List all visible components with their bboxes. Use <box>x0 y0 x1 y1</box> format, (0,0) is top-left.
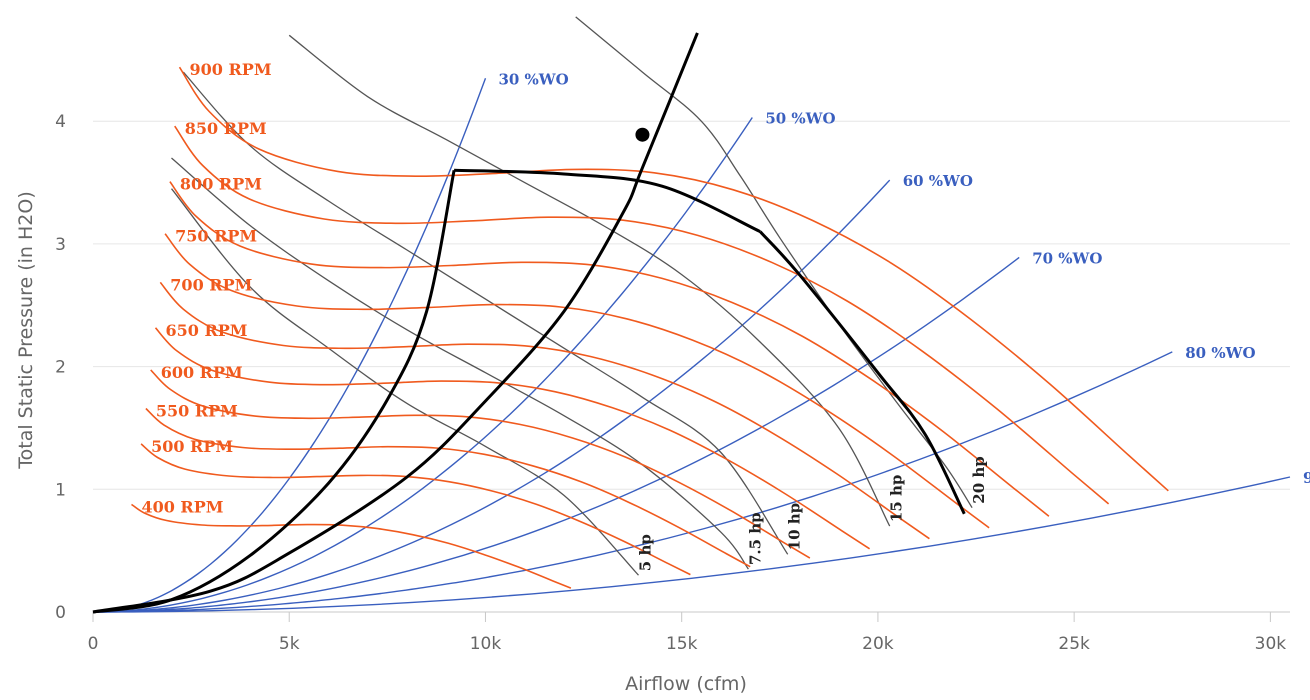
damper-curves <box>92 78 1291 613</box>
x-tick-30k: 30k <box>1255 634 1287 654</box>
damper-label-30-wo: 30 %WO <box>498 70 568 88</box>
x-axis-title: Airflow (cfm) <box>625 673 747 695</box>
operating-envelope <box>92 32 966 614</box>
y-tick-1: 1 <box>55 480 66 500</box>
envelope-right-limit <box>759 230 966 515</box>
speed-curves <box>131 66 1169 589</box>
operating-point-marker <box>635 127 650 142</box>
damper-label-80-wo: 80 %WO <box>1185 344 1255 362</box>
speed-label-750-rpm: 750 RPM <box>175 227 257 246</box>
grid-lines <box>93 120 1290 490</box>
envelope-left-system-curve <box>92 170 456 614</box>
y-axis-title: Total Static Pressure (in H2O) <box>15 191 37 469</box>
speed-label-850-rpm: 850 RPM <box>185 119 267 138</box>
damper-label-90-wo: 90 %WO <box>1303 469 1310 487</box>
damper-curve-30-wo <box>92 78 487 613</box>
power-curve-10-hp <box>182 71 789 555</box>
power-label-10-hp: 10 hp <box>786 503 804 551</box>
x-tick-10k: 10k <box>470 634 502 654</box>
damper-curve-90-wo <box>92 476 1291 613</box>
speed-curve-700-rpm <box>159 281 930 540</box>
speed-curve-900-rpm <box>178 66 1169 492</box>
damper-label-70-wo: 70 %WO <box>1032 249 1102 267</box>
speed-curve-800-rpm <box>169 181 1050 517</box>
power-label-15-hp: 15 hp <box>888 475 906 523</box>
x-tick-0: 0 <box>88 634 99 654</box>
curve-labels: 30 %WO 50 %WO 60 %WO 70 %WO 80 %WO 90 %WO 5 hp… <box>141 60 1310 571</box>
speed-label-800-rpm: 800 RPM <box>180 175 262 194</box>
operating-system-curve <box>92 32 699 614</box>
speed-curve-600-rpm <box>150 369 811 559</box>
damper-curve-70-wo <box>92 256 1020 613</box>
speed-label-650-rpm: 650 RPM <box>165 321 247 340</box>
power-curve-7-5-hp <box>171 157 749 570</box>
speed-label-600-rpm: 600 RPM <box>161 363 243 382</box>
power-label-7-5-hp: 7.5 hp <box>746 512 764 565</box>
x-tick-25k: 25k <box>1058 634 1090 654</box>
damper-label-60-wo: 60 %WO <box>903 172 973 190</box>
speed-curve-400-rpm <box>131 503 572 589</box>
speed-curve-500-rpm <box>140 443 691 576</box>
speed-label-550-rpm: 550 RPM <box>156 402 238 421</box>
speed-label-500-rpm: 500 RPM <box>151 437 233 456</box>
x-tick-15k: 15k <box>666 634 698 654</box>
y-axis-ticks: 0 1 2 3 4 <box>55 112 66 623</box>
speed-curve-850-rpm <box>174 125 1110 505</box>
x-tick-20k: 20k <box>862 634 894 654</box>
speed-curve-750-rpm <box>164 233 990 529</box>
speed-curve-550-rpm <box>145 407 751 568</box>
x-axis-ticks: 0 5k 10k 15k 20k 25k 30k <box>88 612 1287 654</box>
power-label-20-hp: 20 hp <box>970 456 988 504</box>
power-curve-5-hp <box>170 188 639 576</box>
power-curve-20-hp <box>575 16 973 509</box>
damper-label-50-wo: 50 %WO <box>765 110 835 128</box>
power-curves <box>170 16 973 576</box>
y-tick-2: 2 <box>55 358 66 378</box>
y-tick-3: 3 <box>55 235 66 255</box>
y-tick-4: 4 <box>55 112 66 132</box>
envelope-top-limit <box>454 168 761 233</box>
speed-label-900-rpm: 900 RPM <box>190 60 272 79</box>
y-tick-0: 0 <box>55 603 66 623</box>
x-tick-5k: 5k <box>279 634 300 654</box>
damper-curve-50-wo <box>92 117 753 613</box>
power-label-5-hp: 5 hp <box>637 534 655 571</box>
speed-label-400-rpm: 400 RPM <box>141 497 223 516</box>
damper-curve-60-wo <box>92 179 891 613</box>
speed-label-700-rpm: 700 RPM <box>170 275 252 294</box>
damper-curve-80-wo <box>92 351 1173 613</box>
